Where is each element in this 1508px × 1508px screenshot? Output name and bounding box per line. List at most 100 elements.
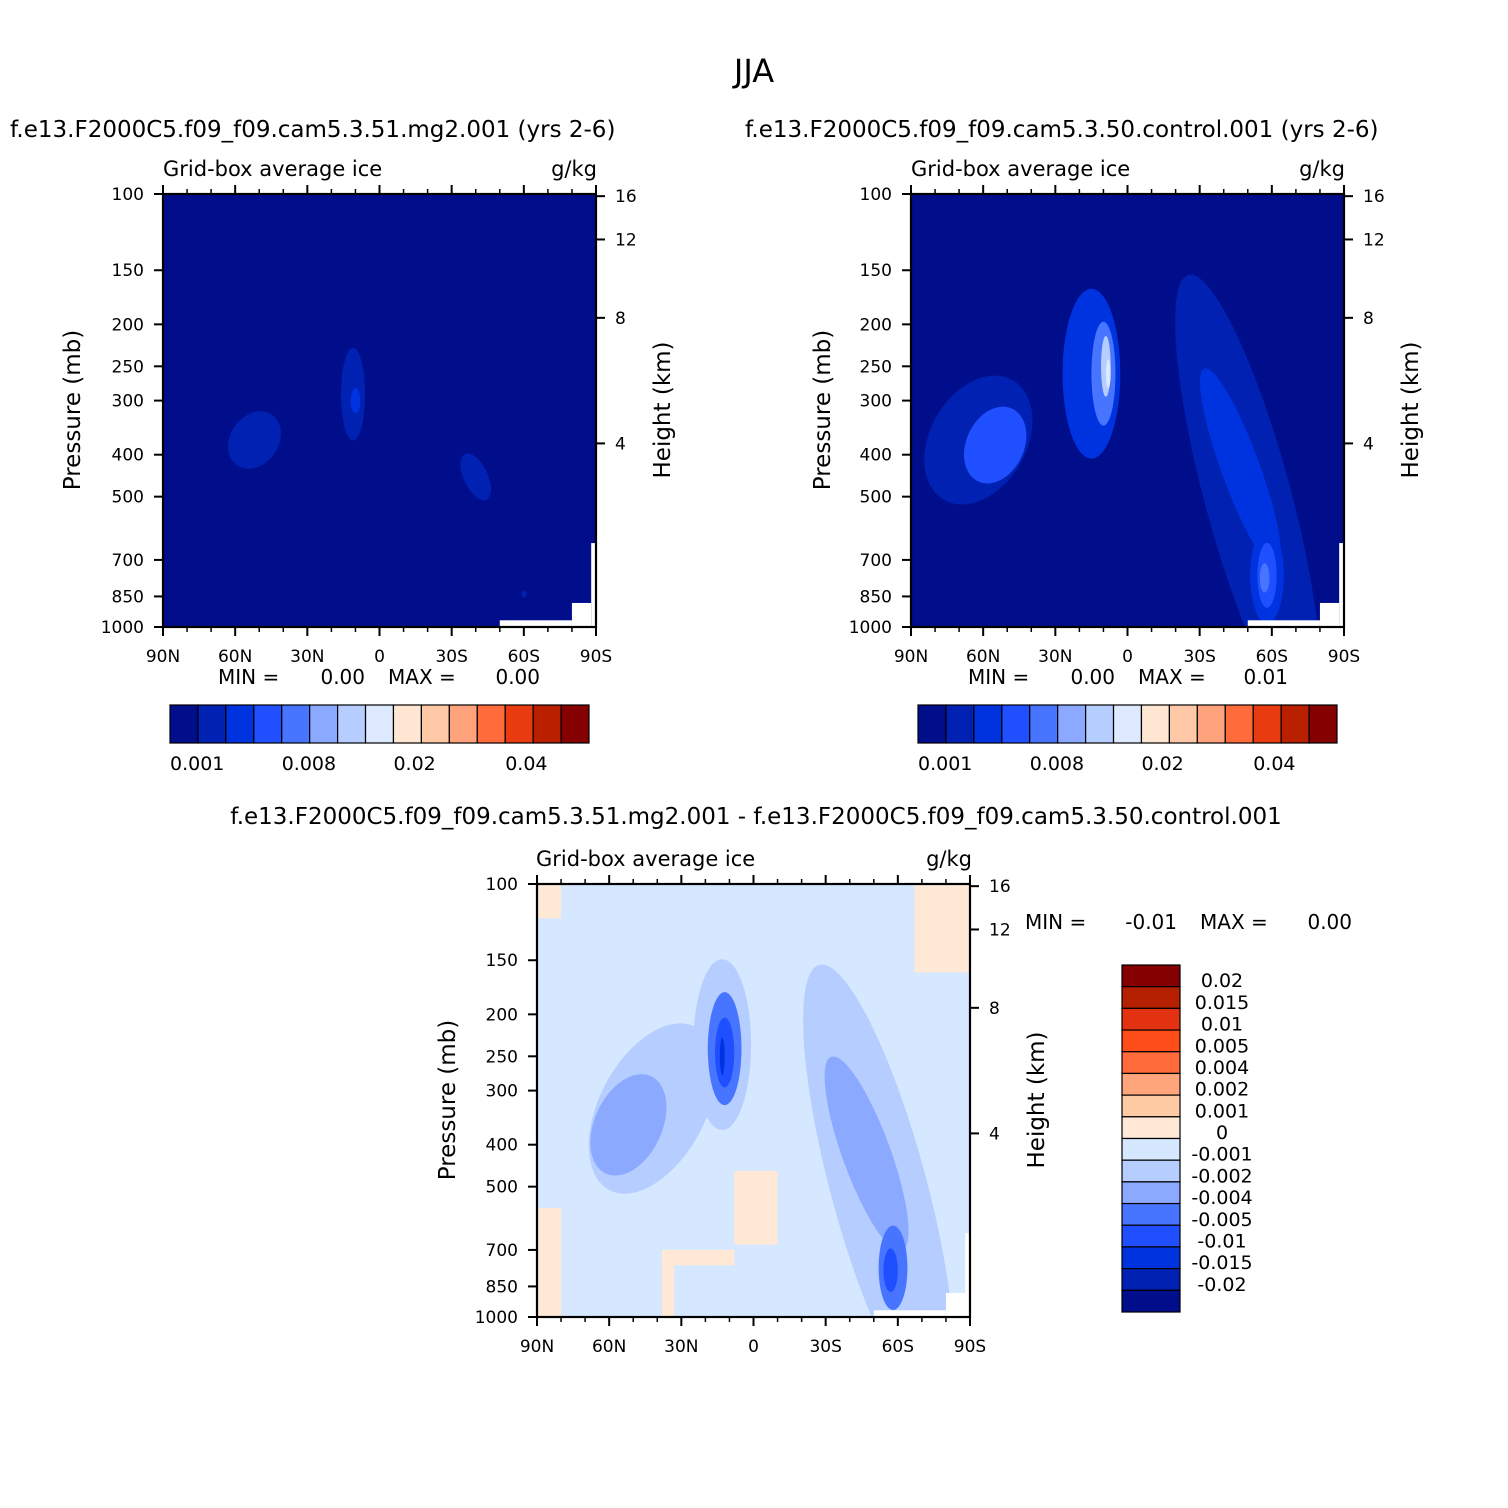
colorbar-label: 0 [1216,1122,1228,1144]
y-tick-label: 100 [112,185,144,205]
colorbar-label: -0.002 [1191,1165,1252,1187]
colorbar-swatch [1196,704,1226,744]
y-tick-label: 250 [112,357,144,377]
y-tick-label: 100 [860,185,892,205]
height-tick-label: 4 [615,434,626,454]
colorbar-label: -0.005 [1191,1209,1252,1231]
colorbar-swatch [225,704,255,744]
contour-field [537,884,970,1317]
panel-title: f.e13.F2000C5.f09_f09.cam5.3.51.mg2.001 … [230,804,1281,830]
panel-subtitle-right: g/kg [926,847,972,871]
y-tick-label: 700 [486,1241,518,1261]
colorbar-label: 0.008 [282,753,336,775]
panel-subtitle-left: Grid-box average ice [163,157,382,181]
height-tick-label: 16 [989,877,1011,897]
contour-field [163,194,596,627]
colorbar-swatch [1121,1224,1181,1248]
colorbar-label: 0.002 [1195,1079,1249,1101]
panel-subtitle-right: g/kg [1299,157,1345,181]
y-axis-label: Pressure (mb) [435,1020,461,1180]
contour-region [227,411,281,469]
colorbar-label: 0.02 [393,753,435,775]
stat-max-label: MAX = [1138,665,1206,689]
stat-min-value: -0.01 [1125,910,1177,934]
x-tick-label: 30N [664,1337,698,1357]
contour-region [1259,563,1270,593]
x-tick-label: 60N [592,1337,626,1357]
colorbar-swatch [1121,1007,1181,1031]
colorbar-swatch [1121,1159,1181,1183]
height-tick-label: 4 [989,1124,1000,1144]
y-tick-label: 500 [112,488,144,508]
y-tick-label: 150 [112,261,144,281]
height-tick-label: 12 [615,230,637,250]
colorbar-label: 0.04 [1253,753,1295,775]
colorbar-swatch [504,704,534,744]
field-background [163,194,596,627]
y-tick-label: 250 [486,1047,518,1067]
colorbar: 0.020.0150.010.0050.0040.0020.0010-0.001… [1121,964,1253,1313]
colorbar-swatch [253,704,283,744]
y-tick-label: 200 [112,315,144,335]
stat-min-value: 0.00 [1070,665,1115,689]
colorbar-swatch [560,704,590,744]
x-tick-label: 60N [966,647,1000,667]
colorbar-label: -0.001 [1191,1144,1252,1166]
y-tick-label: 1000 [475,1308,518,1328]
colorbar-swatch [1121,1094,1181,1118]
height-tick-label: 8 [615,309,626,329]
colorbar-label: -0.01 [1197,1230,1246,1252]
height-tick-label: 16 [1363,187,1385,207]
colorbar-label: 0.015 [1195,992,1249,1014]
stat-max-value: 0.01 [1243,665,1288,689]
topography-mask [1247,620,1320,627]
x-tick-label: 60S [1256,647,1288,667]
y-tick-label: 1000 [101,618,144,638]
colorbar-swatch [1224,704,1254,744]
positive-contour-patch [537,884,562,919]
y-tick-label: 700 [860,551,892,571]
panel-mg2: f.e13.F2000C5.f09_f09.cam5.3.51.mg2.001 … [10,117,676,775]
contour-region [715,1017,735,1088]
y-axis-label: Pressure (mb) [810,330,836,490]
colorbar-swatch [1252,704,1282,744]
colorbar-label: 0.04 [505,753,547,775]
height-tick-label: 16 [615,187,637,207]
y-axis-label-right: Height (km) [1024,1031,1050,1168]
colorbar-label: 0.001 [1195,1100,1249,1122]
topography-mask [1339,543,1344,627]
stat-max-label: MAX = [1200,910,1268,934]
colorbar-swatch [1121,1029,1181,1053]
positive-contour-patch [734,1170,778,1245]
colorbar-swatch [1121,964,1181,988]
x-tick-label: 0 [1122,647,1133,667]
contour-region [1199,368,1282,569]
y-tick-label: 300 [112,392,144,412]
topography-mask [1319,602,1340,627]
y-tick-label: 500 [486,1178,518,1198]
panel-title: f.e13.F2000C5.f09_f09.cam5.3.51.mg2.001 … [10,117,615,143]
plot-area: 90N 60N 30N 0 30S 60S 90S 100 150 200 250 300 400 500… [849,185,1385,667]
x-tick-label: 30S [1183,647,1215,667]
y-tick-label: 100 [486,875,518,895]
colorbar-swatch [448,704,478,744]
positive-contour-patch [662,1249,735,1266]
y-tick-label: 1000 [849,618,892,638]
topography-mask [965,1233,970,1317]
colorbar-swatch [1121,1072,1181,1096]
x-tick-label: 90S [1328,647,1360,667]
panel-difference: f.e13.F2000C5.f09_f09.cam5.3.51.mg2.001 … [230,804,1352,1357]
y-axis-label-right: Height (km) [1398,341,1424,478]
y-tick-label: 200 [486,1005,518,1025]
y-tick-label: 150 [860,261,892,281]
colorbar-swatch [973,704,1003,744]
contour-region [719,1037,725,1076]
height-tick-label: 8 [1363,309,1374,329]
y-tick-label: 700 [112,551,144,571]
y-tick-label: 200 [860,315,892,335]
colorbar-label: 0.01 [1201,1014,1243,1036]
stat-min-label: MIN = [968,665,1029,689]
contour-region [350,388,361,414]
colorbar-swatch [1121,1268,1181,1291]
